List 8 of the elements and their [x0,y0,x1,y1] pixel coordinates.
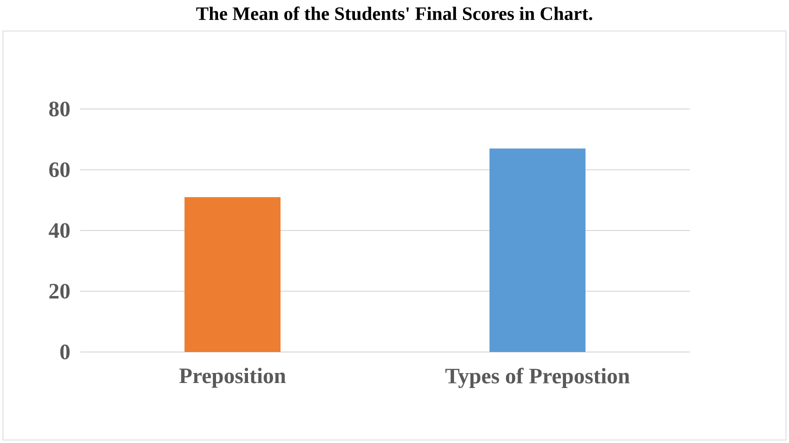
y-tick-label: 20 [49,284,70,299]
x-tick-label: Preposition [179,368,286,388]
chart-title: The Mean of the Students' Final Scores in Chart. [196,6,592,20]
y-tick-label: 80 [49,102,70,116]
y-tick-label: 40 [48,223,70,238]
y-tick-label: 60 [49,162,70,178]
x-tick-label: Types of Prepostion [445,368,630,388]
y-tick-label: 0 [60,344,70,360]
